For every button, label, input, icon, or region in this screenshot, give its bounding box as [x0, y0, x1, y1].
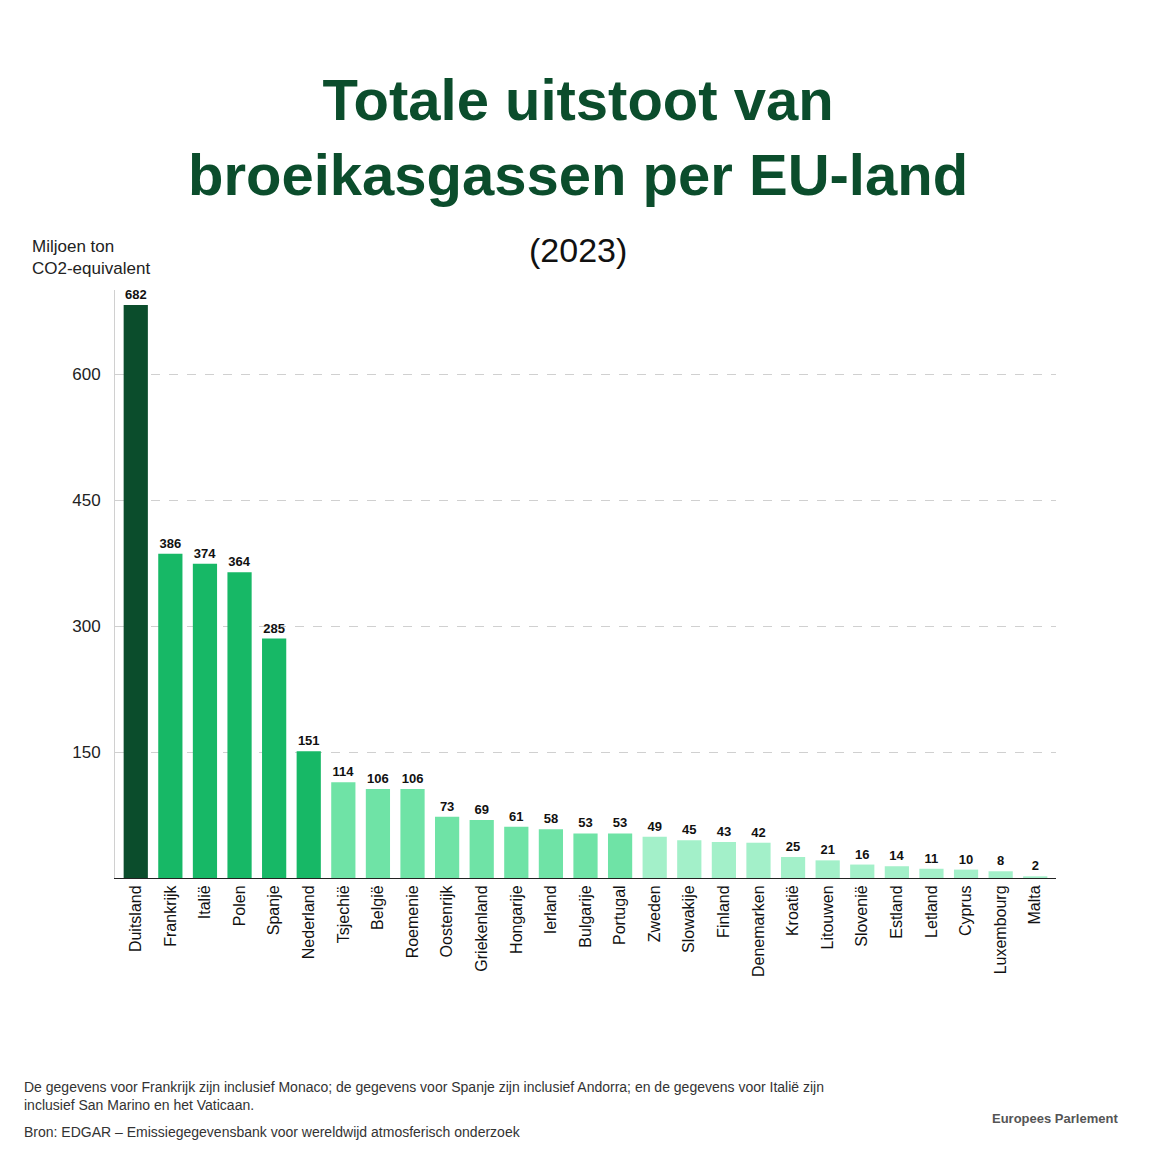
svg-text:600: 600: [72, 365, 100, 384]
svg-text:53: 53: [613, 815, 627, 830]
svg-text:151: 151: [298, 733, 320, 748]
svg-text:300: 300: [72, 617, 100, 636]
svg-text:Slovenië: Slovenië: [853, 885, 870, 946]
svg-text:Europees Parlement: Europees Parlement: [992, 1111, 1118, 1126]
svg-text:Bulgarije: Bulgarije: [577, 885, 594, 947]
svg-text:(2023): (2023): [529, 231, 627, 269]
svg-text:Spanje: Spanje: [265, 885, 282, 935]
svg-text:Letland: Letland: [923, 885, 940, 938]
svg-text:11: 11: [925, 851, 939, 866]
svg-text:61: 61: [509, 809, 523, 824]
svg-text:106: 106: [367, 771, 389, 786]
svg-text:450: 450: [72, 491, 100, 510]
svg-text:Cyprus: Cyprus: [957, 885, 974, 936]
svg-text:364: 364: [228, 554, 250, 569]
svg-text:43: 43: [717, 824, 731, 839]
svg-text:Tsjechië: Tsjechië: [335, 885, 352, 943]
svg-text:386: 386: [159, 536, 181, 551]
svg-text:58: 58: [544, 811, 558, 826]
svg-text:106: 106: [402, 771, 424, 786]
svg-text:Denemarken: Denemarken: [750, 885, 767, 977]
svg-text:Nederland: Nederland: [300, 885, 317, 959]
svg-text:8: 8: [997, 853, 1004, 868]
svg-text:Hongarije: Hongarije: [508, 885, 525, 954]
svg-text:285: 285: [263, 621, 285, 636]
svg-text:69: 69: [474, 802, 488, 817]
svg-text:Oostenrijk: Oostenrijk: [438, 884, 455, 957]
svg-text:374: 374: [194, 546, 216, 561]
svg-text:Slowakije: Slowakije: [680, 885, 697, 953]
svg-text:49: 49: [647, 819, 661, 834]
svg-text:114: 114: [332, 764, 354, 779]
svg-text:Bron: EDGAR – Emissiegegevensb: Bron: EDGAR – Emissiegegevensbank voor w…: [24, 1124, 521, 1140]
svg-text:Luxembourg: Luxembourg: [992, 885, 1009, 974]
svg-text:Italië: Italië: [196, 885, 213, 919]
svg-text:Duitsland: Duitsland: [127, 885, 144, 952]
svg-text:Portugal: Portugal: [611, 885, 628, 945]
svg-text:Polen: Polen: [231, 885, 248, 926]
svg-text:45: 45: [682, 822, 696, 837]
svg-text:Zweden: Zweden: [646, 885, 663, 942]
svg-text:Litouwen: Litouwen: [819, 885, 836, 949]
svg-text:Ierland: Ierland: [542, 885, 559, 934]
svg-text:682: 682: [125, 287, 147, 302]
svg-text:Totale uitstoot vanbroeikasgas: Totale uitstoot vanbroeikasgassen per EU…: [188, 67, 968, 207]
svg-text:25: 25: [786, 839, 800, 854]
svg-text:Frankrijk: Frankrijk: [162, 884, 179, 946]
svg-text:73: 73: [440, 799, 454, 814]
svg-text:Griekenland: Griekenland: [473, 885, 490, 971]
svg-text:België: België: [369, 885, 386, 930]
svg-text:Roemenie: Roemenie: [404, 885, 421, 958]
svg-text:Malta: Malta: [1026, 885, 1043, 924]
svg-text:De gegevens voor Frankrijk zij: De gegevens voor Frankrijk zijn inclusie…: [24, 1079, 824, 1113]
svg-text:42: 42: [751, 825, 765, 840]
svg-text:10: 10: [959, 852, 973, 867]
svg-text:Miljoen tonCO2-equivalent: Miljoen tonCO2-equivalent: [32, 237, 150, 278]
svg-text:14: 14: [889, 848, 904, 863]
svg-text:53: 53: [578, 815, 592, 830]
svg-text:Kroatië: Kroatië: [784, 885, 801, 936]
svg-text:Estland: Estland: [888, 885, 905, 938]
svg-text:150: 150: [72, 743, 100, 762]
svg-text:2: 2: [1032, 858, 1039, 873]
svg-text:Finland: Finland: [715, 885, 732, 937]
svg-text:16: 16: [855, 847, 869, 862]
svg-text:21: 21: [820, 842, 834, 857]
